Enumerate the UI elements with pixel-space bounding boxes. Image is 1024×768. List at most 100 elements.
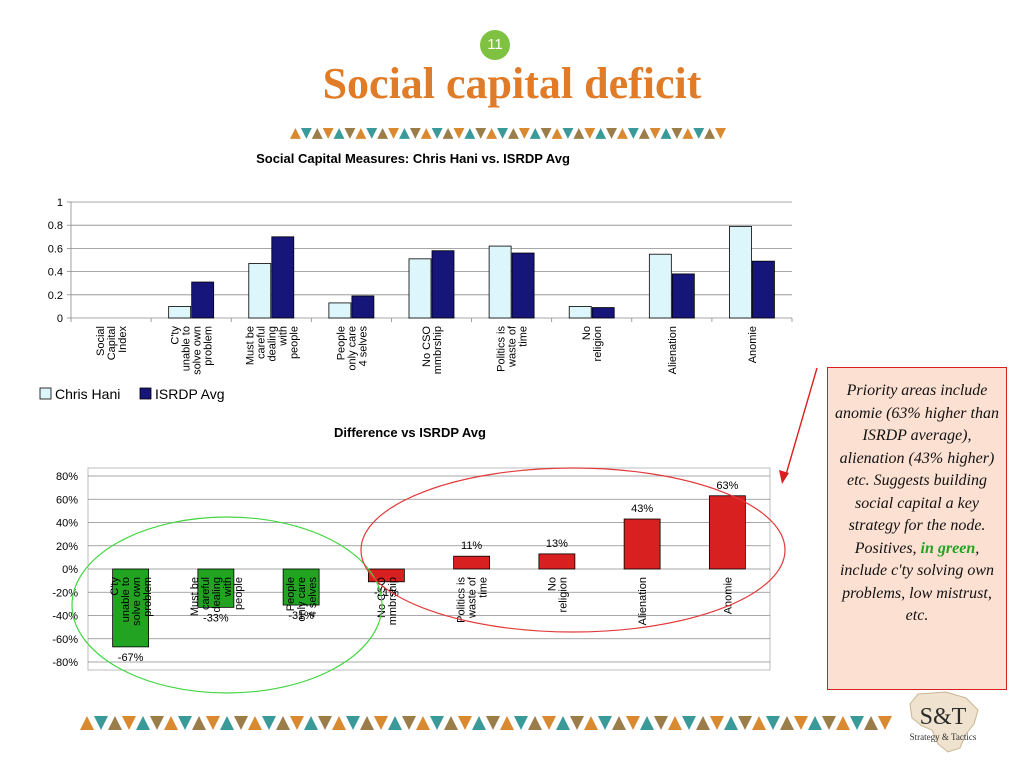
border-triangle: [220, 716, 234, 730]
border-triangle: [276, 716, 290, 730]
x-tick-label: Alienation: [667, 326, 679, 374]
border-triangle: [290, 716, 304, 730]
x-tick-label-line: waste of: [507, 325, 519, 368]
x-tick-label-line: with: [277, 326, 289, 347]
bar-difference: [708, 495, 746, 570]
border-triangle: [164, 716, 178, 730]
border-triangle: [649, 128, 661, 139]
bar-difference: [623, 518, 661, 570]
y-tick-label: 0.6: [48, 243, 63, 255]
border-triangle: [528, 716, 542, 730]
border-triangle: [551, 128, 563, 139]
x-tick-label-line: people: [233, 577, 245, 610]
x-tick-label-line: careful: [255, 326, 267, 359]
border-triangle: [94, 716, 108, 730]
border-triangle: [420, 128, 432, 139]
border-triangle: [612, 716, 626, 730]
border-triangle: [402, 716, 416, 730]
x-tick-label-line: religion: [557, 577, 569, 612]
x-tick-label-line: problem: [203, 326, 215, 366]
data-label: 43%: [631, 503, 653, 515]
bar-chris-hani: [568, 305, 592, 319]
x-tick-label: No CSO mmbrship: [421, 326, 444, 375]
border-triangle: [333, 128, 345, 139]
border-triangle: [453, 128, 465, 139]
border-triangle: [638, 128, 650, 139]
border-triangle: [500, 716, 514, 730]
border-triangle: [355, 128, 367, 139]
x-tick-label-line: mmbrship: [432, 326, 444, 374]
border-triangle: [346, 716, 360, 730]
border-triangle: [178, 716, 192, 730]
difference-chart: Difference vs ISRDP Avg 80% 60% 40% 20% 0% -20…: [52, 425, 771, 671]
y-tick-label: 0.2: [48, 290, 63, 302]
y-tick-label: 60%: [56, 494, 78, 506]
x-tick-label-line: time: [518, 326, 530, 347]
border-triangle: [388, 716, 402, 730]
x-tick-label: No CSO mmbrship: [376, 577, 399, 626]
x-tick-label-line: people: [288, 326, 300, 359]
x-tick-label: C'ty unable to solve own problem: [170, 326, 215, 375]
x-tick-label-line: only care: [346, 326, 358, 371]
border-triangle: [444, 716, 458, 730]
border-triangle: [598, 716, 612, 730]
bar-difference: [538, 553, 576, 570]
x-tick-label-line: Index: [117, 326, 129, 353]
data-label: -67%: [118, 652, 144, 664]
border-triangle: [366, 128, 378, 139]
border-triangle: [344, 128, 356, 139]
y-tick-label: -20%: [52, 587, 78, 599]
data-label: 11%: [461, 540, 482, 552]
border-triangle: [508, 128, 519, 139]
border-triangle: [486, 716, 500, 730]
x-tick-label-line: 4 selves: [307, 577, 319, 618]
border-triangle: [442, 128, 454, 139]
border-triangle: [486, 128, 498, 139]
priority-callout: Priority areas include anomie (63% highe…: [827, 367, 1007, 690]
border-triangle: [322, 128, 334, 139]
legend-swatch: [139, 387, 152, 400]
x-tick-label-line: dealing: [266, 326, 278, 361]
border-triangle: [556, 716, 570, 730]
chart-title: Social Capital Measures: Chris Hani vs. …: [256, 151, 570, 166]
x-tick-label-line: Alienation: [667, 326, 679, 374]
bar-chris-hani: [168, 305, 192, 319]
x-tick-label-line: 4 selves: [357, 326, 369, 367]
border-triangle: [290, 128, 301, 139]
x-tick-label-line: Anomie: [722, 577, 734, 614]
border-triangle: [136, 716, 150, 730]
border-triangle: [682, 128, 694, 139]
top-decorative-border: [290, 128, 726, 139]
x-tick-label: Must be careful dealing with people: [189, 577, 245, 616]
border-triangle: [660, 128, 672, 139]
x-tick-label-line: unable to: [181, 326, 193, 371]
x-tick-label: Anomie: [747, 326, 759, 363]
border-triangle: [514, 716, 528, 730]
bar-isrdp-avg: [752, 260, 775, 319]
border-triangle: [696, 716, 710, 730]
y-tick-label: -40%: [52, 611, 78, 623]
border-triangle: [584, 128, 596, 139]
border-triangle: [864, 716, 878, 730]
border-triangle: [206, 716, 220, 730]
border-triangle: [80, 716, 94, 730]
border-triangle: [377, 128, 389, 139]
border-triangle: [318, 716, 332, 730]
border-triangle: [710, 716, 724, 730]
y-tick-label: 0.4: [48, 267, 63, 279]
bar-chris-hani: [328, 302, 352, 319]
bar-isrdp-avg: [591, 307, 615, 319]
border-triangle: [464, 128, 476, 139]
border-triangle: [808, 716, 822, 730]
x-tick-label-line: No: [581, 326, 593, 340]
y-tick-label: -60%: [52, 634, 78, 646]
border-triangle: [388, 128, 399, 139]
border-triangle: [693, 128, 705, 139]
border-triangle: [262, 716, 276, 730]
x-tick-label: Alienation: [637, 577, 649, 625]
border-triangle: [584, 716, 598, 730]
legend-label: Chris Hani: [55, 386, 120, 402]
data-label: 63%: [716, 480, 738, 492]
bottom-decorative-border: [80, 716, 892, 730]
border-triangle: [518, 128, 530, 139]
